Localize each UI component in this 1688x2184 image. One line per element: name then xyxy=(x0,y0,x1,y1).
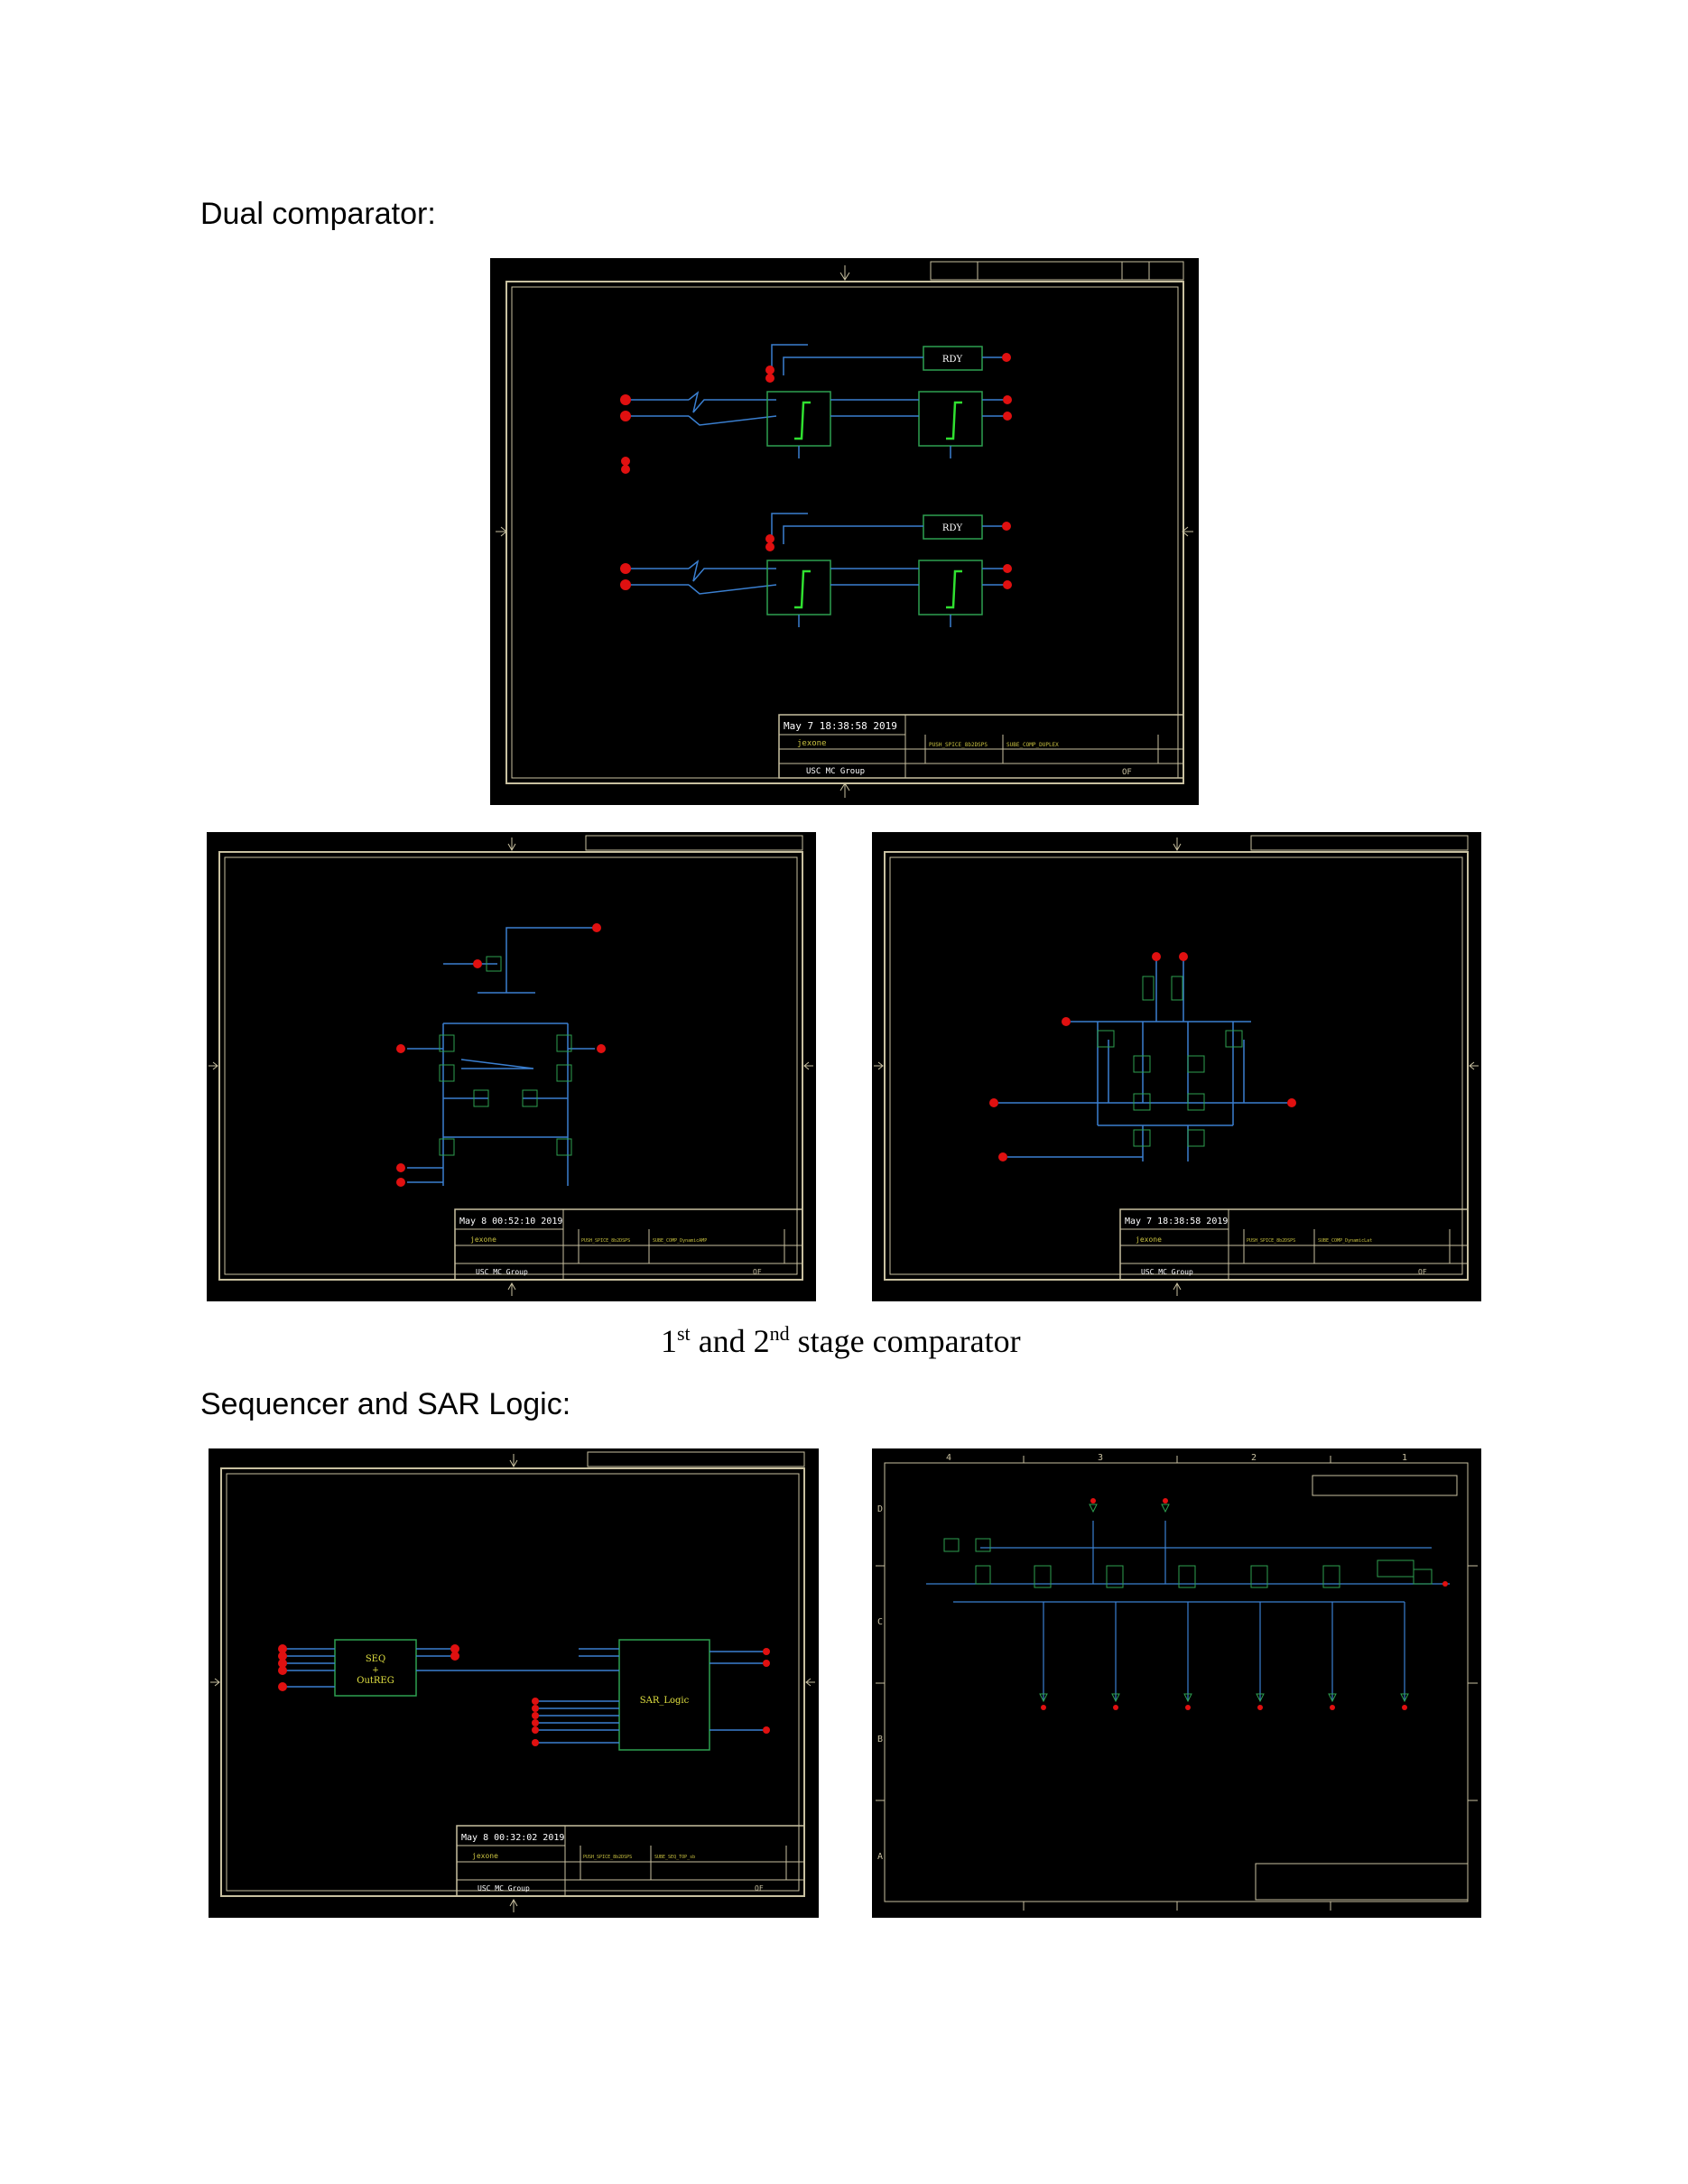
second-stage-comparator-schematic: May 7 18:38:58 2019 jexone USC MC Group … xyxy=(872,832,1481,1301)
seq-plus: + xyxy=(372,1666,379,1675)
stage2-timestamp: May 7 18:38:58 2019 xyxy=(1125,1217,1228,1226)
sequencer-detail-schematic: 4 3 2 1 D C B A xyxy=(872,1448,1481,1918)
seqsar-of: OF xyxy=(755,1884,764,1892)
seqsar-group: USC MC Group xyxy=(478,1884,530,1892)
col-label-4: 4 xyxy=(946,1453,951,1463)
row-label-c: C xyxy=(877,1617,883,1627)
sequencer-sar-top-schematic: SEQ + OutREG SAR_Logic May 8 00:32:02 20… xyxy=(209,1448,819,1918)
section-heading-sequencer: Sequencer and SAR Logic: xyxy=(200,1387,571,1421)
dual-dwg-no: SUBE_COMP_DUPLEX xyxy=(1006,742,1059,748)
rdy-label-lower: RDY xyxy=(942,523,963,533)
caption-part: 1 xyxy=(661,1323,677,1359)
caption-sup: nd xyxy=(769,1322,790,1345)
seqsar-dwg-no: SUBE_SEQ_TOP_sb xyxy=(654,1855,695,1860)
rdy-label-upper: RDY xyxy=(942,355,963,365)
outreg-label: OutREG xyxy=(357,1676,394,1686)
first-stage-comparator-schematic: May 8 00:52:10 2019 jexone USC MC Group … xyxy=(207,832,816,1301)
dual-drawn: jexone xyxy=(797,739,827,748)
stage1-dwg-no: SUBE_COMP_DynamicAMP xyxy=(653,1238,707,1244)
col-label-2: 2 xyxy=(1251,1453,1257,1463)
stage2-page-no: PUSH_SPICE_8b2DSPS xyxy=(1247,1238,1295,1244)
stage1-of: OF xyxy=(753,1268,762,1276)
stage2-group: USC MC Group xyxy=(1141,1268,1193,1276)
dual-of: OF xyxy=(1122,768,1132,777)
section-heading-dual-comparator: Dual comparator: xyxy=(200,197,436,231)
dual-comparator-schematic: RDY RDY xyxy=(490,258,1199,805)
seqsar-drawn: jexone xyxy=(472,1852,498,1860)
col-label-3: 3 xyxy=(1098,1453,1103,1463)
stage1-group: USC MC Group xyxy=(476,1268,528,1276)
stage2-dwg-no: SUBE_COMP_DynamicLat xyxy=(1318,1238,1372,1244)
row-label-a: A xyxy=(877,1852,883,1862)
seq-label: SEQ xyxy=(366,1654,385,1664)
caption-part: stage comparator xyxy=(789,1323,1021,1359)
stage2-of: OF xyxy=(1418,1268,1427,1276)
stage1-drawn: jexone xyxy=(470,1235,496,1244)
stage1-timestamp: May 8 00:52:10 2019 xyxy=(459,1217,562,1226)
sar-logic-label: SAR_Logic xyxy=(640,1696,690,1706)
stage2-drawn: jexone xyxy=(1136,1235,1162,1244)
seqsar-timestamp: May 8 00:32:02 2019 xyxy=(461,1833,564,1843)
row-label-b: B xyxy=(877,1735,883,1744)
seqsar-page-no: PUSH_SPICE_8b2DSPS xyxy=(583,1855,632,1860)
dual-timestamp: May 7 18:38:58 2019 xyxy=(784,720,897,732)
caption-sup: st xyxy=(677,1322,691,1345)
dual-page-no: PUSH_SPICE_8b2DSPS xyxy=(929,742,988,748)
caption-part: and 2 xyxy=(690,1323,770,1359)
col-label-1: 1 xyxy=(1402,1453,1407,1463)
row-label-d: D xyxy=(877,1504,883,1514)
dual-group: USC MC Group xyxy=(806,767,865,776)
figure-caption: 1st and 2nd stage comparator xyxy=(661,1322,1021,1360)
stage1-page-no: PUSH_SPICE_8b2DSPS xyxy=(581,1238,630,1244)
